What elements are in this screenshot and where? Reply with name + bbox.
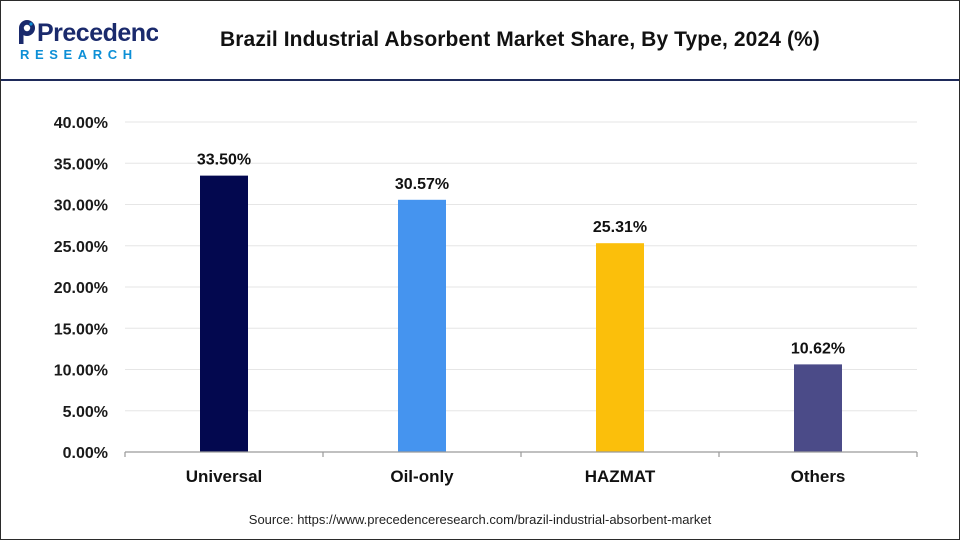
header-divider <box>1 79 959 81</box>
value-labels: 33.50% 30.57% 25.31% 10.62% <box>197 152 845 358</box>
x-tick-label: Universal <box>186 467 263 486</box>
value-label: 33.50% <box>197 152 251 169</box>
logo-mark-icon <box>19 20 35 44</box>
header-bar <box>1 1 959 80</box>
x-tick-label: Others <box>791 467 846 486</box>
y-tick-label: 30.00% <box>54 198 108 215</box>
x-tick-label: HAZMAT <box>585 467 656 486</box>
value-label: 10.62% <box>791 340 845 357</box>
x-axis <box>124 451 918 457</box>
value-label: 25.31% <box>593 219 647 236</box>
bars <box>200 175 842 452</box>
bar-others <box>794 364 842 452</box>
bar-oil-only <box>398 199 446 452</box>
y-tick-label: 10.00% <box>54 363 108 380</box>
y-tick-label: 40.00% <box>54 115 108 132</box>
gridlines <box>125 121 917 412</box>
y-tick-label: 35.00% <box>54 156 108 173</box>
value-label: 30.57% <box>395 176 449 193</box>
source-note: Source: https://www.precedenceresearch.c… <box>248 512 712 527</box>
x-tick-label: Oil-only <box>390 467 454 486</box>
brand-logo: Precedence RESEARCH <box>19 19 158 62</box>
y-tick-label: 5.00% <box>63 404 108 421</box>
y-tick-label: 20.00% <box>54 280 108 297</box>
y-tick-label: 0.00% <box>63 445 108 462</box>
y-axis-tick-labels: 0.00% 5.00% 10.00% 15.00% 20.00% 25.00% 30.00%… <box>54 115 108 462</box>
y-tick-label: 25.00% <box>54 239 108 256</box>
x-axis-tick-labels: Universal Oil-only HAZMAT Others <box>186 467 846 486</box>
chart-title: Brazil Industrial Absorbent Market Share… <box>220 28 820 51</box>
bar-hazmat <box>596 243 644 452</box>
brand-subname: RESEARCH <box>20 47 138 62</box>
y-tick-label: 15.00% <box>54 321 108 338</box>
brand-name: Precedence <box>37 19 158 47</box>
bar-universal <box>200 175 248 452</box>
